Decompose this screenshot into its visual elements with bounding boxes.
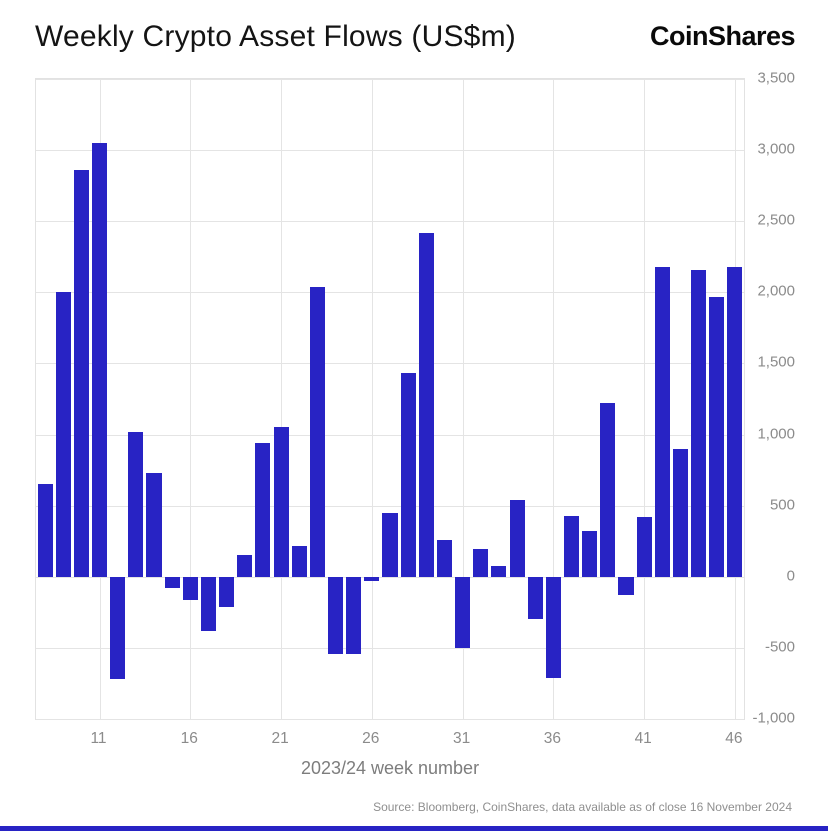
gridline-horizontal [36, 505, 744, 507]
x-axis-tick-label: 46 [725, 730, 743, 747]
y-axis-tick-label: 1,500 [757, 353, 795, 371]
bar-week-29 [418, 232, 434, 577]
y-axis-labels: 3,500 3,000 2,500 2,000 1,500 1,000 500 0 -500 -1… [749, 70, 797, 727]
gridline-vertical [281, 79, 283, 719]
gridline-vertical [190, 79, 192, 719]
bar-week-38 [582, 531, 598, 577]
bar-week-44 [691, 269, 707, 577]
gridline-horizontal [36, 292, 744, 294]
gridline-horizontal [36, 719, 744, 720]
bar-week-39 [600, 403, 616, 577]
bar-week-37 [564, 515, 580, 577]
source-note: Source: Bloomberg, CoinShares, data avai… [373, 800, 792, 814]
bar-week-41 [636, 517, 652, 577]
bar-week-10 [73, 170, 89, 577]
x-axis-tick-label: 11 [90, 730, 107, 747]
gridline-horizontal [36, 79, 744, 80]
chart-title: Weekly Crypto Asset Flows (US$m) [35, 20, 516, 53]
bar-week-45 [709, 296, 725, 577]
bar-week-46 [727, 266, 743, 577]
bar-week-36 [545, 576, 561, 679]
y-axis-tick-label: 3,000 [757, 140, 795, 158]
bottom-accent-bar [0, 826, 828, 831]
bar-week-35 [527, 576, 543, 620]
gridline-horizontal [36, 150, 744, 152]
bar-week-14 [146, 473, 162, 577]
y-axis-tick-label: 1,000 [757, 425, 795, 443]
bar-week-33 [491, 566, 507, 577]
bar-week-42 [654, 266, 670, 577]
x-axis-tick-label: 36 [543, 730, 562, 747]
bar-week-21 [273, 427, 289, 577]
x-axis-tick-label: 16 [180, 730, 198, 747]
bar-week-26 [364, 576, 380, 582]
bar-week-23 [309, 286, 325, 577]
bar-week-25 [346, 576, 362, 655]
gridline-vertical [553, 79, 555, 719]
gridline-vertical [371, 79, 373, 719]
plot-area [35, 78, 745, 720]
y-axis-tick-label: 3,500 [757, 69, 795, 87]
x-axis-tick-label: 31 [452, 730, 471, 747]
bar-week-32 [473, 549, 489, 577]
bar-week-11 [92, 143, 108, 577]
bar-week-15 [164, 576, 180, 589]
bar-week-16 [182, 576, 198, 600]
coinshares-logo: CoinShares [649, 21, 796, 51]
bar-week-19 [237, 555, 253, 577]
bar-week-30 [436, 539, 453, 577]
bar-week-34 [509, 500, 525, 577]
bar-week-40 [618, 576, 634, 596]
gridline-vertical [644, 79, 646, 719]
gridline-horizontal [36, 221, 744, 223]
bar-week-43 [672, 448, 689, 577]
y-axis-tick-label: -1,000 [752, 709, 795, 727]
bar-week-8 [37, 484, 53, 577]
x-axis-title: 2023/24 week number [300, 758, 480, 778]
bar-week-13 [128, 431, 144, 577]
bar-week-28 [400, 373, 416, 577]
gridline-horizontal [36, 576, 744, 578]
y-axis-tick-label: 500 [769, 496, 795, 514]
bar-week-27 [382, 512, 398, 577]
bar-week-20 [255, 443, 271, 577]
x-axis-tick-label: 41 [634, 730, 652, 747]
bar-week-9 [55, 292, 71, 577]
bar-week-18 [219, 576, 235, 607]
gridline-horizontal [36, 363, 744, 365]
x-axis-tick-label: 21 [271, 730, 289, 747]
y-axis-tick-label: 0 [786, 567, 795, 585]
bar-week-22 [291, 545, 307, 577]
bar-week-17 [200, 576, 217, 631]
bar-week-24 [328, 576, 344, 654]
y-axis-tick-label: 2,500 [757, 211, 795, 229]
bar-week-12 [110, 576, 126, 680]
gridline-horizontal [36, 434, 744, 436]
bar-week-31 [455, 576, 471, 648]
gridline-vertical [462, 79, 464, 719]
y-axis-tick-label: -500 [764, 638, 795, 656]
gridline-horizontal [36, 647, 744, 649]
x-axis-labels: 11 16 21 26 31 36 41 46 [35, 730, 745, 750]
x-axis-tick-label: 26 [362, 730, 380, 747]
y-axis-tick-label: 2,000 [757, 282, 795, 300]
